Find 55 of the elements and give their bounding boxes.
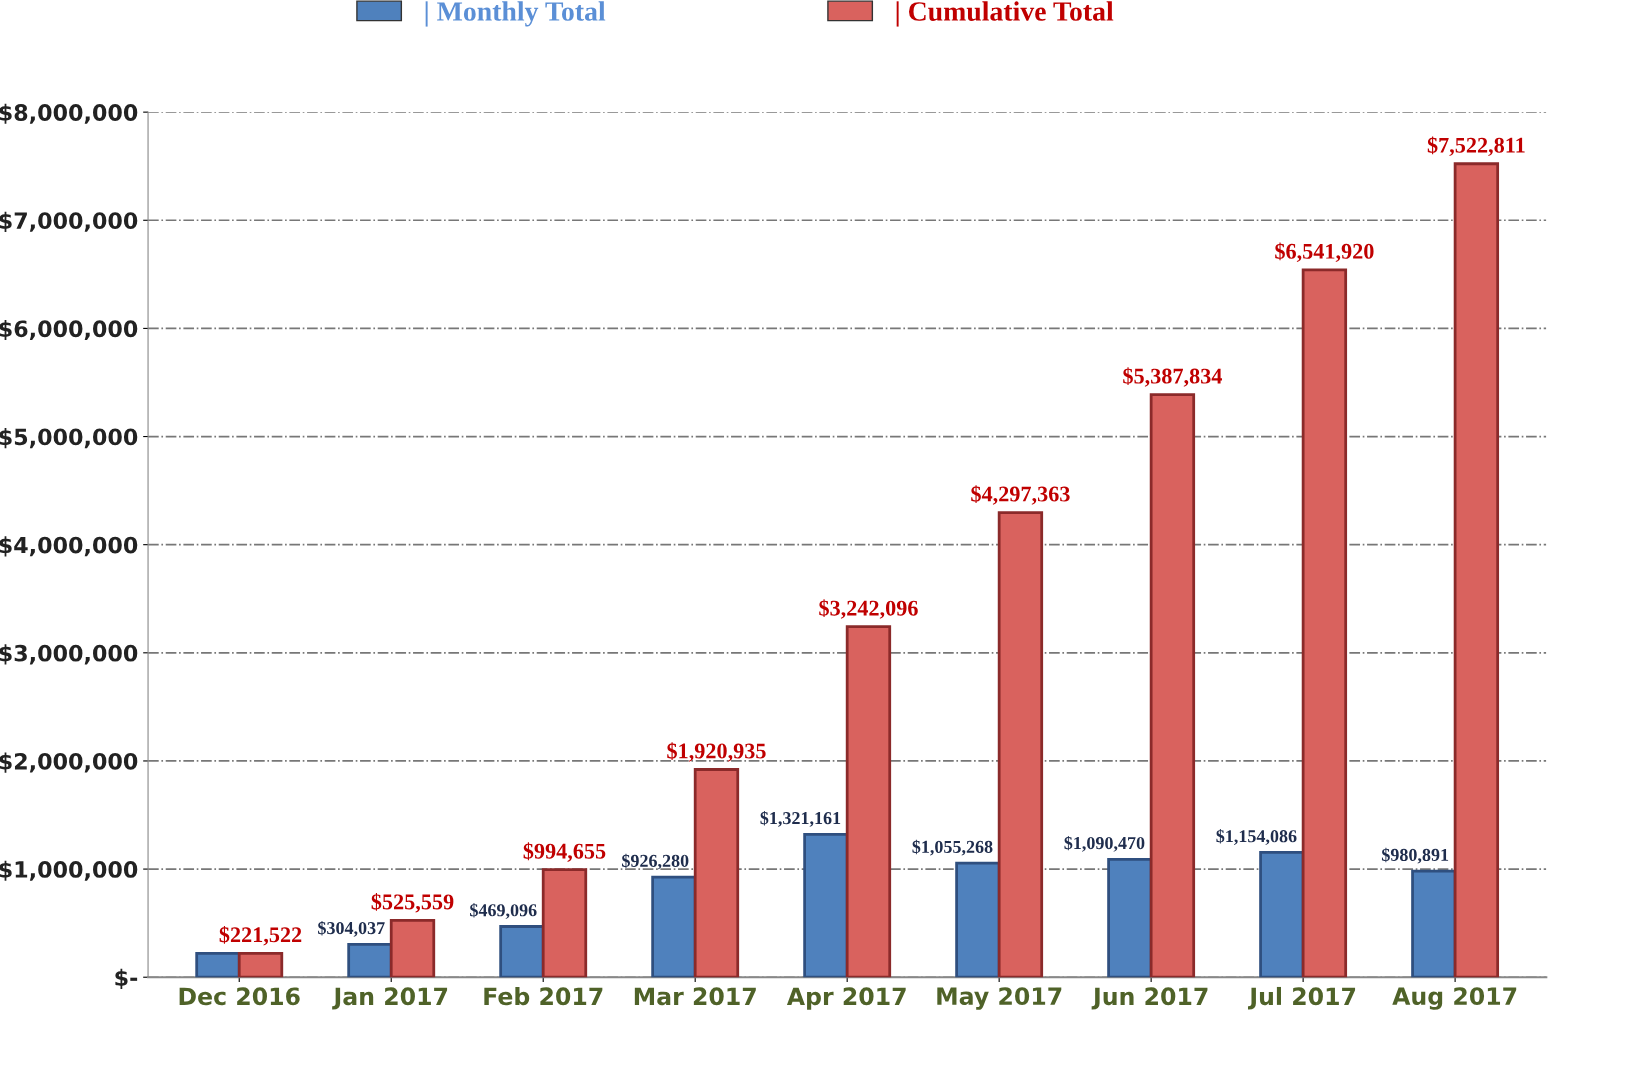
bar xyxy=(693,768,740,978)
x-tick-label: Dec 2016 xyxy=(179,987,300,1006)
data-label: $980,891 xyxy=(1381,847,1449,864)
y-tick-label: $7,000,000 xyxy=(0,211,138,232)
bar xyxy=(541,868,588,978)
data-label: $5,387,834 xyxy=(1123,367,1223,387)
legend-label: | Monthly Total xyxy=(425,1,606,27)
y-tick-label: $- xyxy=(115,968,138,989)
bar xyxy=(347,942,393,978)
x-tick-label: Feb 2017 xyxy=(484,986,603,1006)
y-tick-label: $1,000,000 xyxy=(0,860,138,881)
data-label: $1,090,470 xyxy=(1064,835,1145,852)
bar xyxy=(997,511,1044,978)
y-tick-label: $4,000,000 xyxy=(0,536,138,557)
data-label: $1,154,086 xyxy=(1216,829,1297,845)
data-label: $1,055,268 xyxy=(912,839,993,856)
x-tick-label: Jun 2017 xyxy=(1091,987,1208,1010)
y-tick-label: $6,000,000 xyxy=(0,319,138,341)
data-label: $7,522,811 xyxy=(1427,136,1525,156)
data-label: $304,037 xyxy=(318,920,385,937)
y-tick-label: $2,000,000 xyxy=(0,752,138,773)
bar xyxy=(389,919,436,978)
legend-label: | Cumulative Total xyxy=(896,1,1114,27)
x-tick-label: Aug 2017 xyxy=(1392,987,1517,1010)
bar xyxy=(1107,857,1153,978)
x-tick-label: Jul 2017 xyxy=(1247,986,1356,1010)
bar xyxy=(499,925,545,978)
x-tick-label: Jan 2017 xyxy=(332,987,448,1010)
y-tick-label: $5,000,000 xyxy=(0,428,138,449)
y-tick-label: $8,000,000 xyxy=(0,103,138,124)
data-label: $221,522 xyxy=(219,925,302,946)
data-label: $469,096 xyxy=(470,903,537,919)
bar xyxy=(237,951,284,978)
bar xyxy=(1453,162,1500,978)
data-label: $4,297,363 xyxy=(971,485,1070,505)
data-label: $1,920,935 xyxy=(667,742,766,762)
bar xyxy=(1411,869,1457,978)
bar xyxy=(1149,393,1196,978)
bar xyxy=(1259,851,1305,978)
bar xyxy=(1301,268,1348,978)
bar xyxy=(845,625,892,978)
x-tick-label: Mar 2017 xyxy=(634,987,756,1006)
data-label: $3,242,096 xyxy=(819,599,918,619)
x-tick-label: May 2017 xyxy=(937,987,1062,1010)
bar xyxy=(195,952,241,978)
data-label: $1,321,161 xyxy=(760,810,841,827)
bar xyxy=(955,861,1001,978)
bar xyxy=(803,832,849,978)
bar xyxy=(651,875,697,978)
data-label: $6,541,920 xyxy=(1275,242,1374,263)
data-label: $525,559 xyxy=(371,893,454,913)
data-label: $994,655 xyxy=(523,842,606,862)
x-tick-label: Apr 2017 xyxy=(786,987,906,1010)
data-label: $926,280 xyxy=(622,853,689,870)
y-tick-label: $3,000,000 xyxy=(0,644,138,665)
